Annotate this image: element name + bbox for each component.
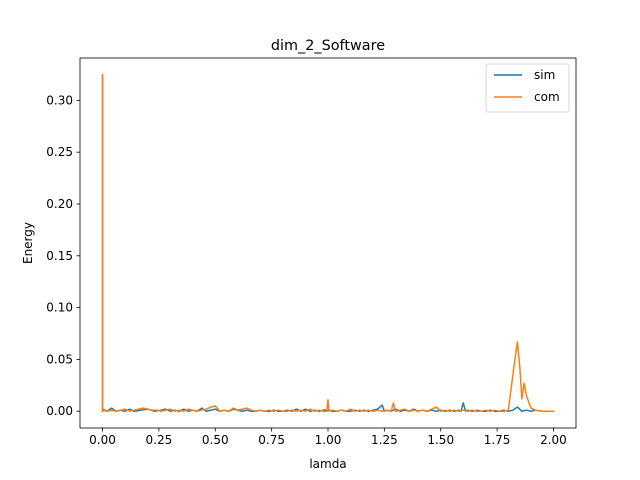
y-tick-label: 0.20 [46, 197, 73, 211]
y-axis-label: Energy [21, 222, 35, 264]
series-layer [101, 73, 555, 412]
legend-label-sim: sim [534, 68, 555, 82]
x-tick-label: 0.25 [146, 433, 173, 447]
legend: sim com [485, 63, 570, 113]
x-axis-label: lamda [309, 457, 346, 471]
y-tick-label: 0.10 [46, 301, 73, 315]
x-tick-label: 0.00 [89, 433, 116, 447]
plot-frame [79, 57, 577, 429]
legend-frame [485, 63, 570, 113]
x-tick-label: 1.00 [315, 433, 342, 447]
plot-background [80, 58, 576, 428]
x-tick-label: 2.00 [540, 433, 567, 447]
plot-area: 0.00 0.25 0.50 0.75 1.00 1.25 1.50 1.75 2.00 0.0… [46, 57, 577, 447]
x-tick-label: 0.50 [202, 433, 229, 447]
y-tick-label: 0.05 [46, 352, 73, 366]
x-axis-ticks: 0.00 0.25 0.50 0.75 1.00 1.25 1.50 1.75 2.00 [89, 428, 567, 447]
y-tick-label: 0.25 [46, 145, 73, 159]
chart-title: dim_2_Software [271, 38, 385, 54]
y-axis-ticks: 0.00 0.05 0.10 0.15 0.20 0.25 0.30 [46, 93, 80, 418]
series-line-com [101, 73, 555, 412]
y-tick-label: 0.15 [46, 249, 73, 263]
legend-label-com: com [534, 90, 560, 104]
x-tick-label: 1.75 [484, 433, 511, 447]
x-tick-label: 0.75 [258, 433, 285, 447]
y-tick-label: 0.30 [46, 93, 73, 107]
x-tick-label: 1.25 [371, 433, 398, 447]
x-tick-label: 1.50 [427, 433, 454, 447]
y-tick-label: 0.00 [46, 404, 73, 418]
